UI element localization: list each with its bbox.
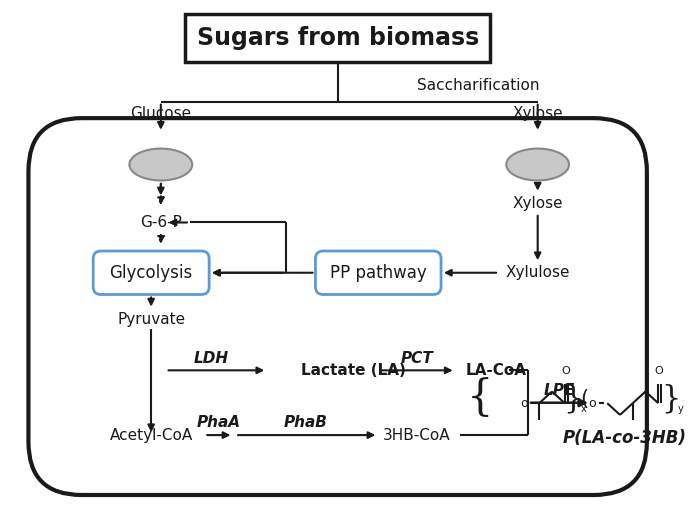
Text: PP pathway: PP pathway bbox=[330, 264, 427, 282]
Text: Lactate (LA): Lactate (LA) bbox=[301, 363, 406, 378]
Text: (: ( bbox=[580, 389, 588, 409]
FancyBboxPatch shape bbox=[315, 251, 441, 295]
Text: {: { bbox=[466, 378, 493, 419]
Text: PCT: PCT bbox=[400, 350, 434, 365]
Text: PhaA: PhaA bbox=[197, 415, 241, 430]
Text: P(LA-co-3HB): P(LA-co-3HB) bbox=[562, 429, 686, 447]
FancyBboxPatch shape bbox=[93, 251, 209, 295]
Text: Acetyl-CoA: Acetyl-CoA bbox=[109, 427, 193, 442]
Text: Xylose: Xylose bbox=[512, 196, 563, 211]
Text: Xylose: Xylose bbox=[512, 106, 563, 121]
Ellipse shape bbox=[506, 149, 569, 181]
Text: O: O bbox=[655, 366, 663, 376]
Text: PhaB: PhaB bbox=[284, 415, 328, 430]
Text: x: x bbox=[581, 404, 587, 414]
Text: LDH: LDH bbox=[194, 350, 229, 365]
Text: Sugars from biomass: Sugars from biomass bbox=[196, 26, 479, 50]
Text: o: o bbox=[521, 397, 528, 410]
Text: LPE: LPE bbox=[544, 383, 575, 398]
Text: }: } bbox=[661, 384, 681, 415]
FancyBboxPatch shape bbox=[29, 118, 647, 495]
Text: Saccharification: Saccharification bbox=[417, 78, 539, 93]
Ellipse shape bbox=[129, 149, 192, 181]
Text: Xylulose: Xylulose bbox=[505, 266, 570, 280]
Text: }: } bbox=[564, 384, 583, 415]
Text: y: y bbox=[678, 404, 683, 414]
Text: 3HB-CoA: 3HB-CoA bbox=[383, 427, 451, 442]
Text: Glucose: Glucose bbox=[130, 106, 191, 121]
Text: O: O bbox=[562, 366, 570, 376]
Text: Pyruvate: Pyruvate bbox=[117, 312, 185, 327]
FancyBboxPatch shape bbox=[185, 14, 491, 62]
Text: Glycolysis: Glycolysis bbox=[109, 264, 193, 282]
Text: o: o bbox=[589, 397, 596, 410]
Text: G-6-P: G-6-P bbox=[140, 215, 182, 230]
Text: LA-CoA: LA-CoA bbox=[465, 363, 526, 378]
